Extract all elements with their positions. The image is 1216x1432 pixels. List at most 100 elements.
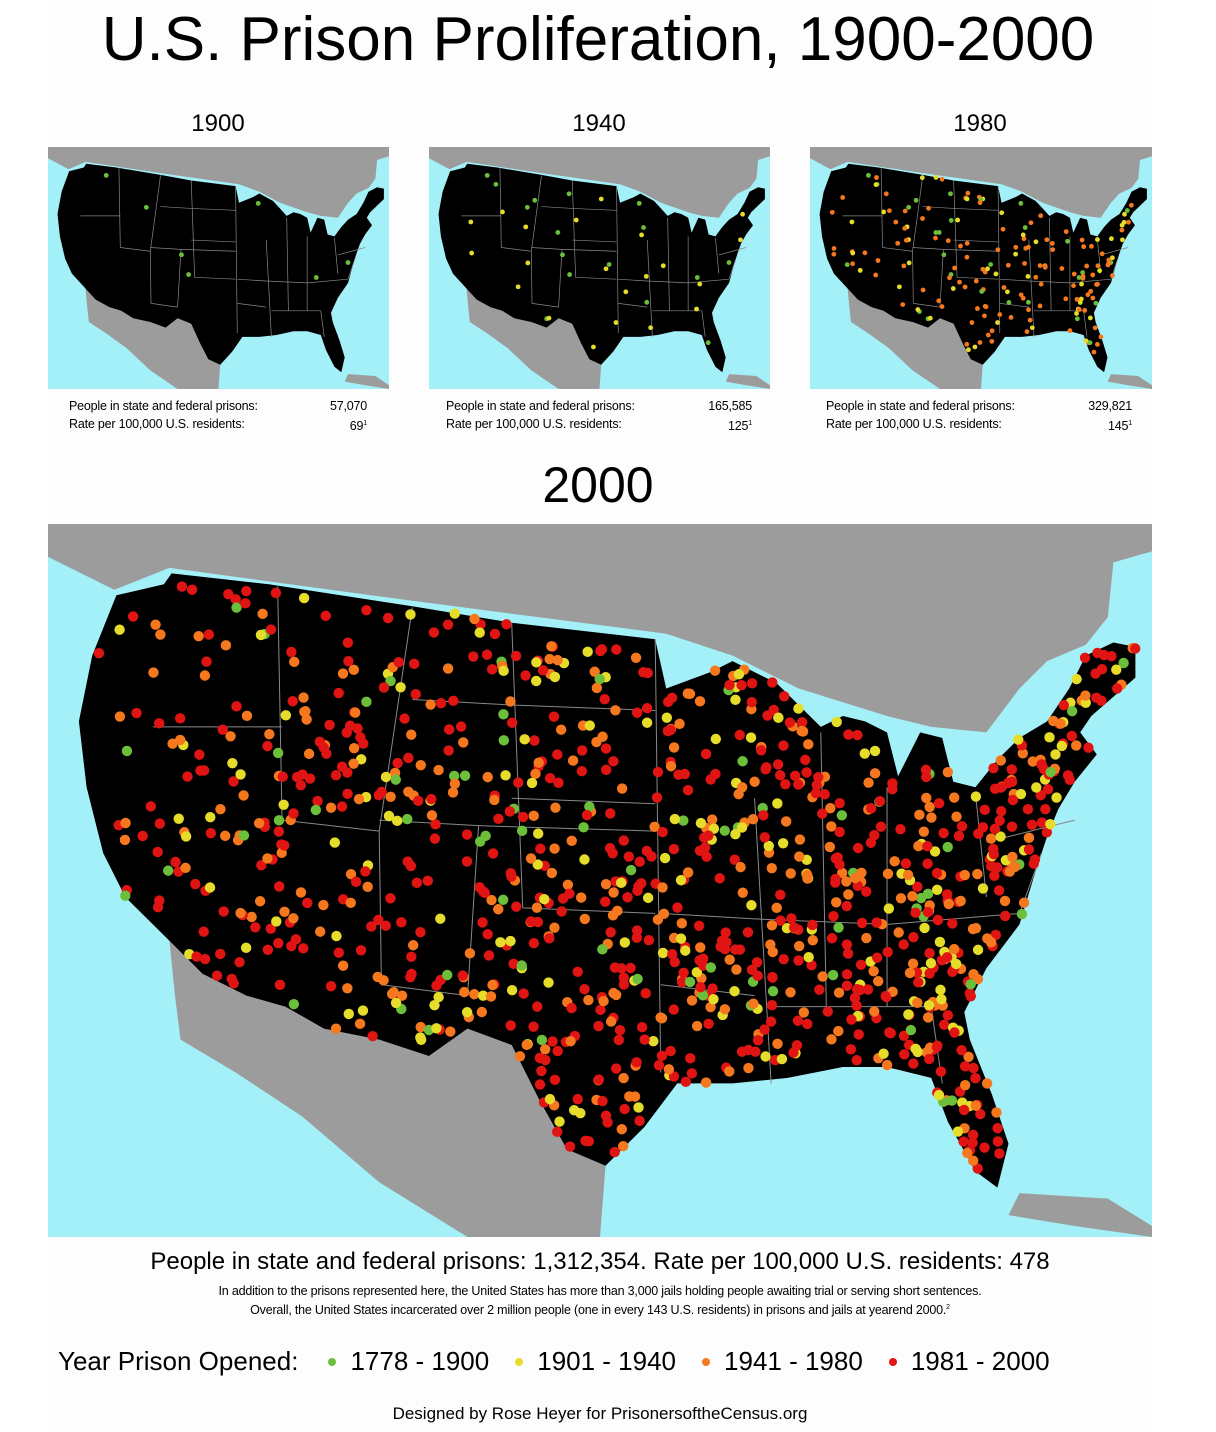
- prison-dot: [977, 822, 989, 833]
- prison-dot: [926, 205, 931, 211]
- prison-dot: [333, 947, 345, 958]
- state-border: [575, 276, 617, 280]
- prison-dot: [850, 261, 856, 267]
- prison-dot: [580, 1135, 591, 1146]
- prison-dot: [298, 943, 309, 954]
- prison-dot: [235, 907, 246, 919]
- prison-dot: [603, 266, 609, 272]
- prison-dot: [921, 792, 932, 804]
- prison-dot: [506, 985, 518, 996]
- state-border: [943, 249, 999, 252]
- prison-dot: [658, 908, 670, 920]
- prison-dot: [648, 1036, 659, 1047]
- footnote-ref: 1: [1128, 420, 1132, 427]
- prison-dot: [594, 673, 605, 685]
- prison-dot: [853, 1029, 864, 1040]
- state-border: [1069, 278, 1111, 284]
- prison-dot: [348, 758, 359, 769]
- prison-dot: [555, 230, 561, 235]
- prison-dot: [567, 755, 579, 766]
- prison-dot: [767, 677, 778, 688]
- main-map-stats: People in state and federal prisons: 1,3…: [150, 1248, 1050, 1275]
- prison-dot: [736, 782, 748, 793]
- prison-dot: [474, 627, 485, 638]
- prison-dot: [1079, 652, 1091, 663]
- prison-dot: [800, 754, 811, 766]
- prison-dot: [852, 842, 864, 854]
- prison-dot: [483, 950, 495, 961]
- prison-dot: [264, 728, 275, 740]
- state-border: [572, 239, 617, 243]
- prison-dot: [852, 729, 863, 741]
- prison-dot: [969, 320, 975, 325]
- prison-dot: [932, 914, 944, 926]
- prison-dot: [665, 1045, 676, 1057]
- prison-dot: [1126, 219, 1131, 225]
- cuba-landmass: [1107, 374, 1152, 389]
- prisons-label: People in state and federal prisons:: [69, 399, 258, 413]
- prison-dot: [411, 877, 423, 889]
- state-border: [150, 303, 178, 308]
- prison-dot: [761, 762, 772, 773]
- prison-dot: [972, 868, 983, 880]
- prison-dot: [595, 1004, 606, 1016]
- prison-dot: [997, 312, 1003, 317]
- prison-dot: [486, 664, 498, 675]
- prison-dot: [554, 1116, 565, 1127]
- prison-dot: [378, 682, 390, 693]
- prison-dot: [325, 980, 337, 992]
- prison-dot: [320, 610, 331, 622]
- prison-dot: [828, 911, 839, 922]
- prison-dot: [120, 817, 131, 829]
- prisons-label: People in state and federal prisons:: [826, 399, 1015, 413]
- state-border: [939, 249, 944, 308]
- prison-dot: [145, 801, 157, 812]
- prison-dot: [968, 1062, 979, 1074]
- prison-dot: [632, 973, 643, 985]
- state-border: [499, 168, 502, 248]
- prison-dot: [493, 813, 504, 825]
- prison-dot: [215, 803, 226, 815]
- prison-dot: [924, 947, 935, 959]
- prison-dot: [694, 696, 706, 707]
- state-border: [531, 247, 563, 250]
- prison-dot: [274, 979, 286, 991]
- prison-dot: [584, 801, 595, 812]
- prison-dot: [593, 1020, 604, 1032]
- prison-dot: [913, 977, 924, 988]
- prison-dot: [934, 936, 946, 948]
- prison-dot: [862, 984, 874, 995]
- prison-dot: [576, 765, 588, 777]
- prison-dot: [794, 851, 805, 862]
- prison-dot: [760, 1051, 771, 1062]
- prison-dot: [103, 172, 109, 178]
- prison-dot: [668, 742, 680, 753]
- prison-dot: [288, 808, 299, 819]
- prison-dot: [871, 952, 883, 963]
- prison-dot: [1118, 657, 1129, 669]
- prison-dot: [719, 825, 730, 836]
- state-border: [511, 704, 656, 711]
- prison-dot: [143, 204, 149, 210]
- prison-dot: [610, 705, 621, 716]
- prison-dot: [218, 906, 229, 917]
- prison-dot: [841, 969, 853, 980]
- state-border: [120, 247, 151, 252]
- prison-dot: [923, 1000, 935, 1011]
- prison-dot: [552, 749, 563, 760]
- prison-dot: [933, 235, 938, 241]
- prison-dot: [810, 787, 822, 799]
- prison-dot: [566, 1002, 577, 1014]
- prison-dot: [748, 998, 759, 1009]
- prison-dot: [1037, 303, 1043, 309]
- prison-dot: [977, 200, 983, 206]
- map-1980: [810, 147, 1152, 389]
- prison-dot: [114, 624, 125, 635]
- prison-dot: [201, 656, 212, 667]
- prison-dot: [745, 732, 757, 743]
- prison-dot: [1023, 844, 1035, 855]
- prison-dot: [270, 587, 282, 599]
- orange-dot-icon: [702, 1357, 711, 1366]
- prison-dot: [529, 735, 540, 746]
- prison-dot: [1071, 673, 1082, 685]
